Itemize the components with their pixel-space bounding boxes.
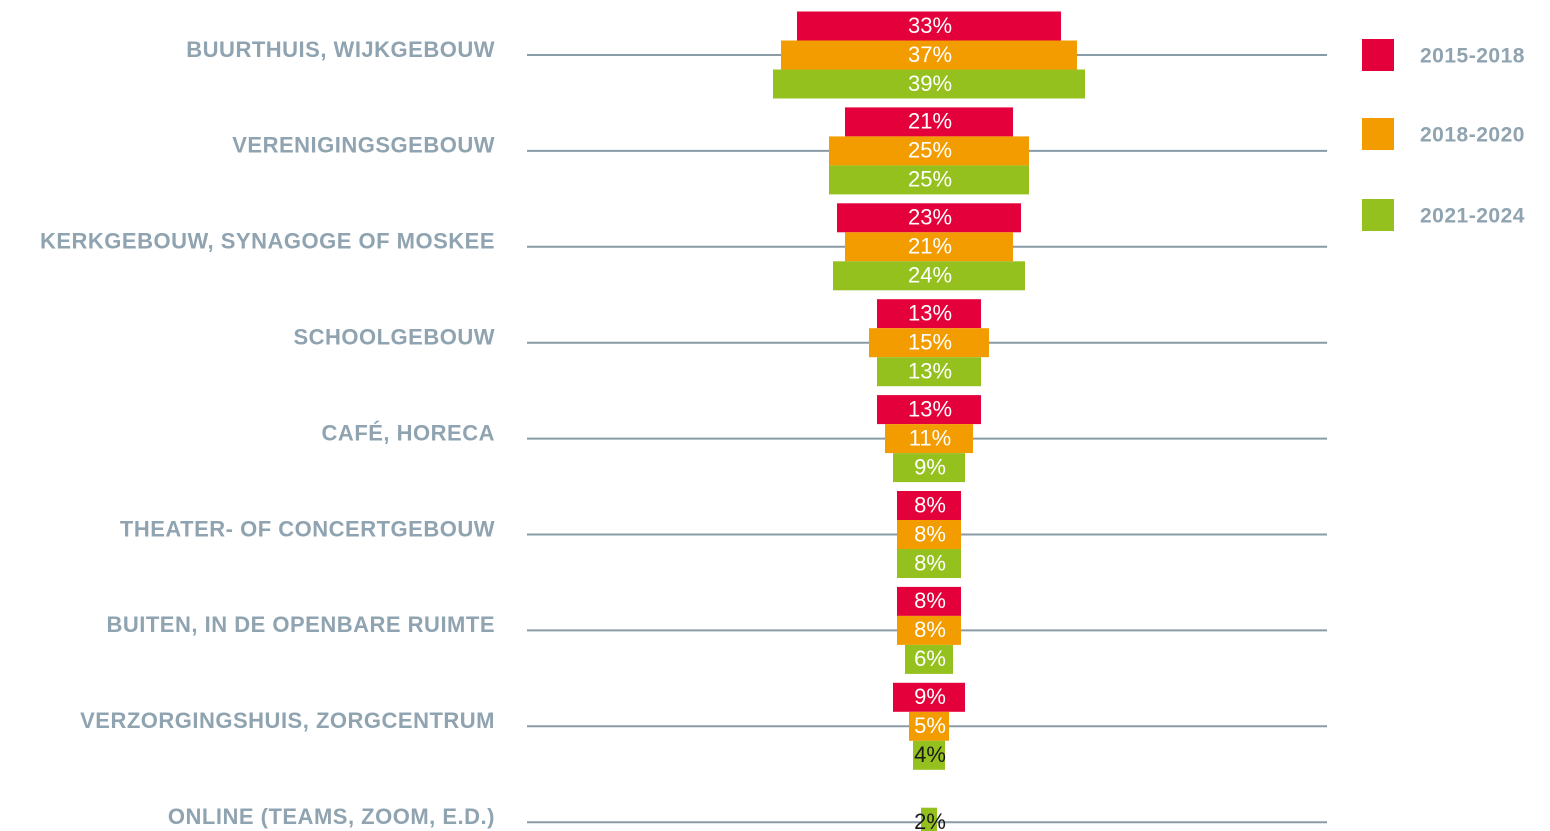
category-label: THEATER- OF CONCERTGEBOUW [120,516,495,541]
value-label: 8% [914,492,946,517]
category-label: SCHOOLGEBOUW [293,325,495,350]
bar [833,261,1025,291]
value-label: 13% [908,396,952,421]
bar [893,453,965,483]
bar [845,232,1013,262]
legend-swatch [1362,39,1394,71]
category-label: ONLINE (TEAMS, ZOOM, E.D.) [168,804,495,829]
bar [897,615,961,645]
value-label: 25% [908,138,952,163]
value-label: 9% [914,454,946,479]
category-label: BUURTHUIS, WIJKGEBOUW [186,37,495,62]
bar [913,740,945,770]
value-label: 4% [914,742,946,767]
bar [905,644,953,674]
bar [897,491,961,520]
value-label: 33% [908,13,952,38]
value-label: 13% [908,301,952,326]
bar [877,395,981,425]
value-label: 24% [908,263,952,288]
bar [897,586,961,616]
bar [885,424,973,454]
value-label: 39% [908,71,952,96]
legend-label: 2018-2020 [1420,124,1525,147]
value-label: 8% [914,521,946,546]
bar [897,549,961,578]
bar [773,69,1085,99]
value-label: 9% [914,684,946,709]
bar [837,203,1021,233]
bar [897,520,961,549]
value-label: 23% [908,205,952,230]
value-label: 15% [908,330,952,355]
category-label: VERENIGINGSGEBOUW [232,133,495,158]
value-label: 21% [908,109,952,134]
bar [893,682,965,712]
category-label: CAFÉ, HORECA [322,420,495,445]
bar [797,11,1061,41]
legend-swatch [1362,199,1394,231]
category-label: KERKGEBOUW, SYNAGOGE OF MOSKEE [40,229,495,254]
value-label: 8% [914,588,946,613]
value-label: 37% [908,42,952,67]
category-label: BUITEN, IN DE OPENBARE RUIMTE [106,612,495,637]
bar [877,299,981,329]
value-label: 21% [908,234,952,259]
bar [909,711,949,741]
value-label: 13% [908,359,952,384]
value-label: 8% [914,550,946,575]
value-label: 11% [909,425,951,450]
category-label: VERZORGINGSHUIS, ZORGCENTRUM [80,708,495,733]
value-label: 25% [908,167,952,192]
bar [877,357,981,387]
value-label: 6% [914,646,946,671]
bar [845,107,1013,137]
value-label: 2% [914,809,946,831]
legend-label: 2015-2018 [1420,45,1525,68]
legend-label: 2021-2024 [1420,205,1525,228]
bar [781,40,1077,70]
legend-swatch [1362,118,1394,150]
value-label: 5% [914,713,946,738]
value-label: 8% [914,617,946,642]
bar [829,165,1029,195]
bar [921,807,937,831]
bar [829,136,1029,166]
bar [869,328,989,358]
